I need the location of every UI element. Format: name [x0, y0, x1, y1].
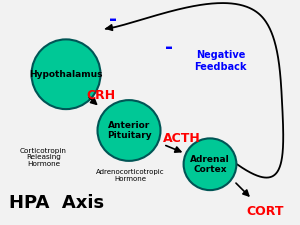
Text: -: -	[109, 10, 116, 29]
Text: CORT: CORT	[247, 205, 284, 218]
Text: -: -	[166, 38, 173, 57]
Text: Adrenocorticotropic
Hormone: Adrenocorticotropic Hormone	[96, 169, 165, 182]
Text: Hypothalamus: Hypothalamus	[29, 70, 103, 79]
Text: Negative
Feedback: Negative Feedback	[194, 50, 247, 72]
Text: Adrenal
Cortex: Adrenal Cortex	[190, 155, 230, 174]
Ellipse shape	[32, 39, 101, 109]
Text: HPA  Axis: HPA Axis	[9, 194, 104, 212]
Text: Anterior
Pituitary: Anterior Pituitary	[107, 121, 151, 140]
Text: ACTH: ACTH	[163, 132, 200, 145]
Text: Corticotropin
Releasing
Hormone: Corticotropin Releasing Hormone	[20, 148, 67, 167]
Ellipse shape	[98, 100, 160, 161]
Ellipse shape	[184, 138, 236, 190]
Text: CRH: CRH	[86, 89, 115, 102]
